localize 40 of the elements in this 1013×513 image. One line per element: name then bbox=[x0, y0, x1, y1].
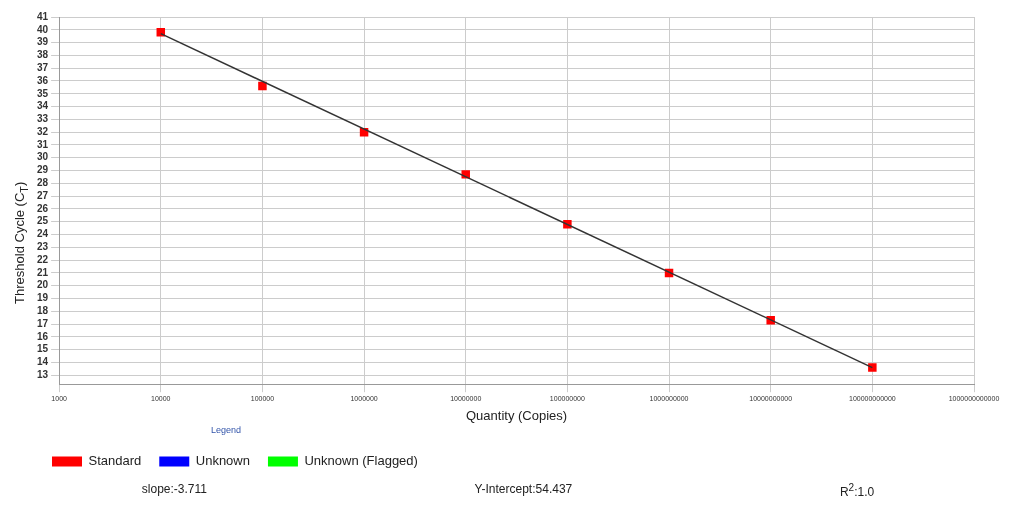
y-tick-label: 35 bbox=[37, 87, 49, 99]
y-tick-label: 13 bbox=[37, 368, 49, 380]
y-tick-label: 17 bbox=[37, 317, 49, 329]
y-tick-label: 36 bbox=[37, 74, 49, 86]
x-axis-title: Quantity (Copies) bbox=[465, 407, 568, 423]
y-tick-label: 21 bbox=[37, 266, 49, 278]
point bbox=[868, 363, 877, 372]
y-tick-label: 19 bbox=[37, 292, 49, 304]
y-tick-label: 28 bbox=[37, 177, 49, 189]
y-tick-label: 40 bbox=[37, 23, 49, 35]
y-tick-label: 34 bbox=[37, 100, 49, 112]
y-tick-label: 27 bbox=[37, 189, 49, 201]
legend-label: Standard bbox=[88, 453, 142, 469]
y-tick-label: 22 bbox=[37, 253, 49, 265]
y-tick-label: 25 bbox=[37, 215, 49, 227]
y-tick-label: 38 bbox=[37, 49, 49, 61]
point bbox=[156, 28, 166, 37]
legend-title: Legend bbox=[210, 425, 241, 436]
y-tick-label: 31 bbox=[37, 138, 49, 150]
y-tick-label: 14 bbox=[37, 356, 49, 368]
y-tick-label: 26 bbox=[37, 202, 49, 214]
y-tick-label: 23 bbox=[37, 241, 49, 253]
y-tick-label: 24 bbox=[37, 228, 49, 240]
y-tick-label: 37 bbox=[37, 61, 49, 73]
y-tick-label: 30 bbox=[37, 151, 49, 163]
text: R$^{2}$:1.0 bbox=[839, 482, 875, 499]
y-tick-label: 41 bbox=[37, 10, 49, 22]
text: Y-Intercept:54.437 bbox=[474, 482, 573, 498]
y-tick-label: 15 bbox=[37, 343, 49, 355]
y-tick-label: 20 bbox=[37, 279, 49, 291]
y-tick-label: 16 bbox=[37, 330, 49, 342]
point bbox=[258, 81, 267, 91]
legend-label: Unknown bbox=[195, 453, 250, 469]
legend-label: Unknown (Flagged) bbox=[304, 453, 418, 469]
y-tick-label: 18 bbox=[37, 305, 49, 317]
text: slope:-3.711 bbox=[141, 482, 207, 498]
y-tick-label: 33 bbox=[37, 113, 49, 125]
y-tick-label: 39 bbox=[37, 36, 49, 48]
y-tick-label: 29 bbox=[37, 164, 49, 176]
y-tick-label: 32 bbox=[37, 125, 49, 137]
